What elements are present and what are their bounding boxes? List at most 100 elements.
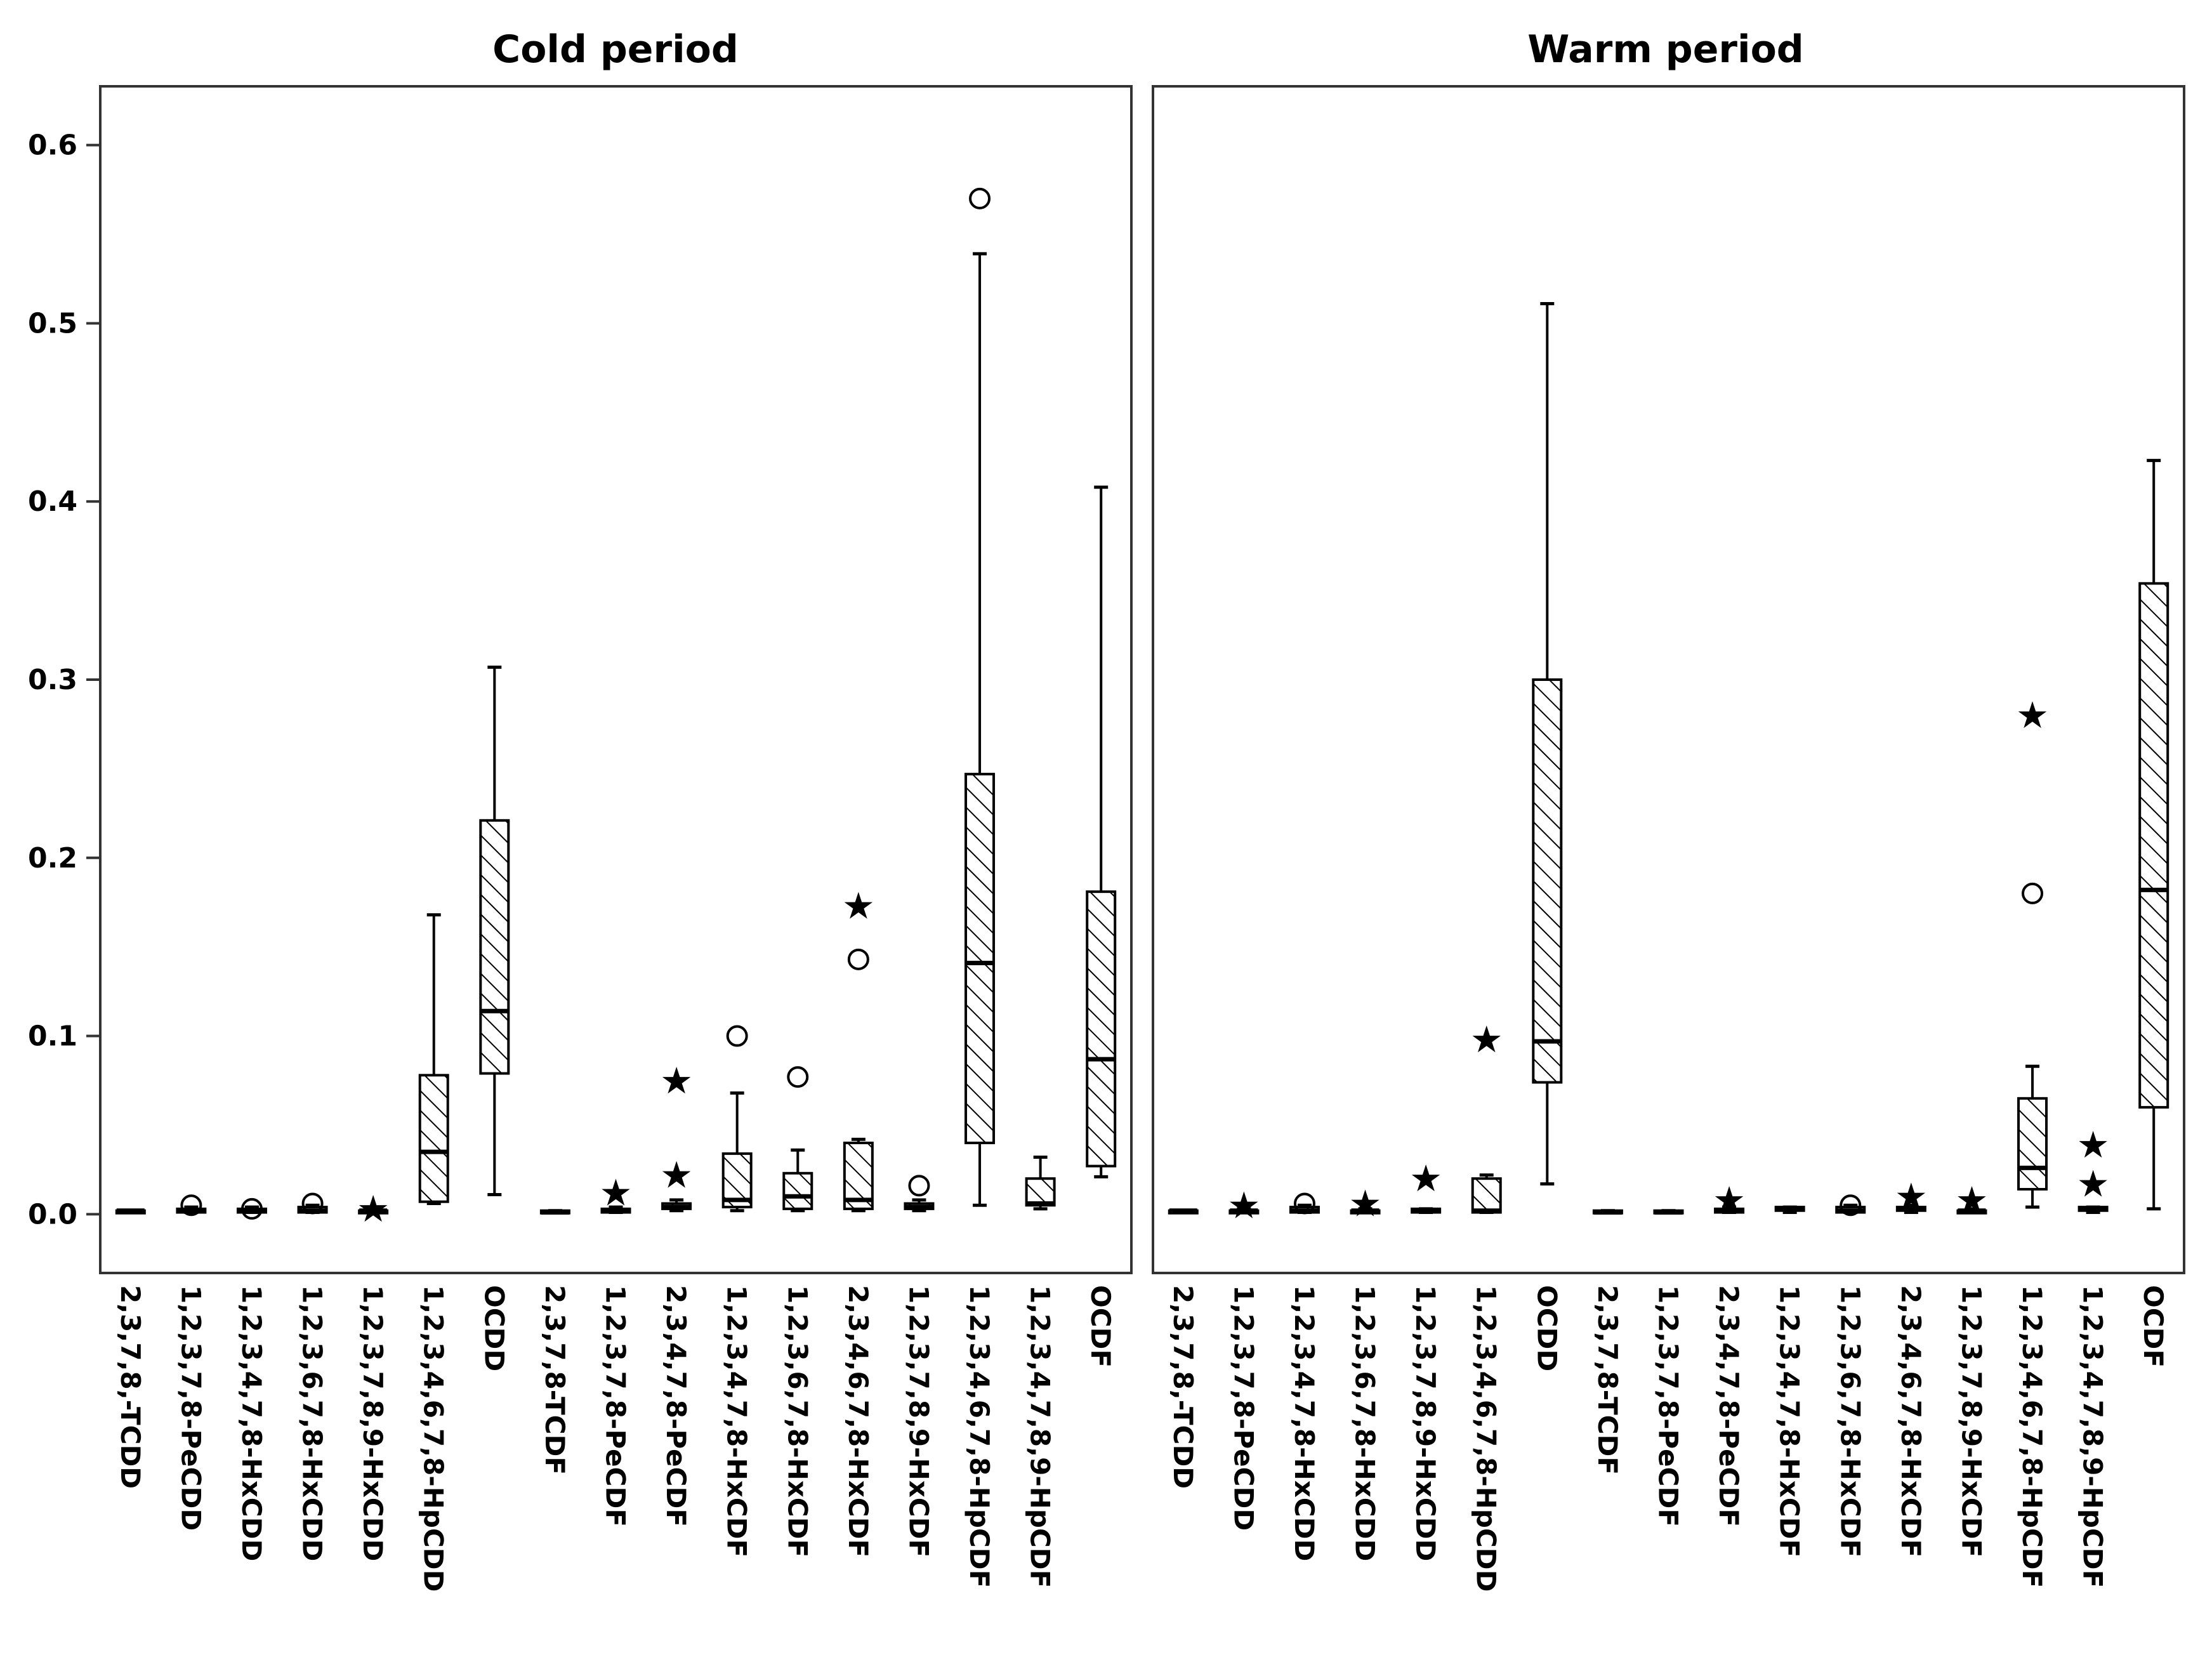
category-label: 2,3,7,8,-TCDD <box>115 1285 146 1489</box>
box-group <box>1289 1192 1320 1215</box>
extreme-point: ★ <box>600 1171 633 1215</box>
category-label: 1,2,3,7,8-PeCDF <box>1653 1285 1684 1527</box>
category-label: OCDD <box>478 1285 510 1371</box>
box-group: ★ <box>1470 1018 1503 1215</box>
warm-period-title: Warm period <box>1527 27 1804 72</box>
y-tick-label: 0.6 <box>28 129 77 162</box>
extreme-point: ★ <box>1713 1178 1746 1222</box>
category-label: OCDF <box>1085 1285 1116 1368</box>
y-tick-label: 0.2 <box>28 842 77 874</box>
category-label: 2,3,7,8-TCDF <box>539 1285 570 1475</box>
category-label: 1,2,3,4,6,7,8-HpCDF <box>2017 1285 2048 1588</box>
outlier-point <box>1840 1194 1862 1217</box>
box-group <box>1086 485 1117 1178</box>
box-group <box>1168 1208 1199 1215</box>
box-group <box>297 1192 328 1215</box>
cold-period-category-labels: 2,3,7,8,-TCDD 1,2,3,7,8-PeCDD 1,2,3,4,7,8-… <box>115 1285 1116 1592</box>
category-label: 2,3,4,7,8-PeCDF <box>1713 1285 1744 1527</box>
warm-period-panel: Warm period ★ ★★★★ ★ ★★★★ 2,3,7,8,-TCDD 1,2,… <box>1152 27 2185 1592</box>
category-label: 1,2,3,7,8,9-HxCDD <box>1410 1285 1441 1561</box>
box-group: ★ <box>600 1171 633 1215</box>
box-group <box>721 1025 753 1213</box>
box-group: ★ <box>1227 1184 1260 1227</box>
box <box>1532 678 1563 1084</box>
category-label: 1,2,3,4,7,8-HxCDD <box>236 1285 267 1561</box>
box-group: ★ <box>1895 1175 1928 1218</box>
category-label: OCDF <box>2138 1285 2169 1368</box>
extreme-point: ★ <box>2016 694 2049 737</box>
category-label: 1,2,3,4,6,7,8-HpCDD <box>1471 1285 1502 1592</box>
category-label: 1,2,3,4,7,8-HxCDF <box>1774 1285 1805 1557</box>
y-tick-label: 0.3 <box>28 664 77 696</box>
box-group <box>782 1066 813 1213</box>
outlier-point <box>908 1175 930 1197</box>
box-group: ★ <box>2016 694 2049 1209</box>
extreme-point: ★ <box>1227 1184 1260 1227</box>
box-group: ★★ <box>660 1059 693 1213</box>
box <box>1025 1177 1056 1207</box>
box-group <box>1592 1209 1623 1215</box>
outlier-point <box>787 1066 809 1088</box>
category-label: OCDD <box>1531 1285 1562 1371</box>
category-label: 1,2,3,4,7,8,9-HpCDF <box>1025 1285 1056 1588</box>
outlier-point <box>240 1197 263 1220</box>
box-group: ★ <box>842 885 875 1213</box>
outlier-point <box>847 948 869 970</box>
box-group <box>236 1197 267 1220</box>
category-label: 1,2,3,7,8,9-HxCDD <box>357 1285 388 1561</box>
box-group <box>1025 1155 1056 1211</box>
outlier-point <box>1293 1192 1315 1215</box>
cold-period-boxes: ★ ★ ★★★ <box>115 187 1117 1230</box>
box-group: ★★ <box>2077 1123 2110 1215</box>
category-label: 1,2,3,7,8-PeCDD <box>175 1285 206 1531</box>
box-group <box>176 1194 207 1217</box>
warm-period-plot-frame <box>1152 85 2185 1274</box>
category-label: 1,2,3,7,8,9-HxCDF <box>903 1285 934 1557</box>
y-tick-label: 0.0 <box>28 1198 77 1230</box>
warm-period-boxes: ★ ★★★★ ★ ★★★★ <box>1168 302 2169 1227</box>
extreme-point: ★ <box>660 1154 693 1197</box>
box-group <box>964 187 996 1207</box>
category-label: 1,2,3,4,7,8-HxCDF <box>721 1285 753 1557</box>
box <box>964 772 996 1145</box>
category-label: 1,2,3,4,7,8-HxCDD <box>1289 1285 1320 1561</box>
category-label: 1,2,3,4,6,7,8-HpCDF <box>964 1285 995 1588</box>
category-label: 2,3,4,6,7,8-HxCDF <box>1895 1285 1926 1557</box>
category-label: 1,2,3,6,7,8-HxCDD <box>297 1285 328 1561</box>
cold-period-title: Cold period <box>492 27 739 72</box>
extreme-point: ★ <box>1955 1178 1988 1222</box>
box-group <box>1835 1194 1866 1217</box>
category-label: 2,3,4,6,7,8-HxCDF <box>843 1285 874 1557</box>
extreme-point: ★ <box>1895 1175 1928 1218</box>
box-group: ★ <box>1349 1182 1382 1225</box>
category-label: 2,3,7,8-TCDF <box>1592 1285 1623 1475</box>
category-label: 2,3,4,7,8-PeCDF <box>661 1285 692 1527</box>
extreme-point: ★ <box>1470 1018 1503 1061</box>
extreme-point: ★ <box>357 1187 390 1230</box>
category-label: 1,2,3,6,7,8-HxCDD <box>1350 1285 1381 1561</box>
outlier-point <box>180 1194 202 1217</box>
y-tick-label: 0.5 <box>28 307 77 340</box>
category-label: 1,2,3,6,7,8-HxCDF <box>1834 1285 1866 1557</box>
box <box>2138 582 2169 1109</box>
box <box>418 1074 449 1203</box>
category-label: 1,2,3,7,8,9-HxCDF <box>1956 1285 1987 1557</box>
box-group <box>479 665 510 1196</box>
extreme-point: ★ <box>842 885 875 928</box>
box-group: ★ <box>1713 1178 1746 1222</box>
box-group: ★ <box>357 1187 390 1230</box>
cold-period-panel: Cold period 0.00.10.20.30.40.50.6 ★ ★ ★★★ … <box>28 27 1133 1592</box>
y-axis: 0.0 0.1 0.2 0.3 0.4 0.5 0.6 <box>28 129 100 1230</box>
category-label: 1,2,3,7,8-PeCDF <box>600 1285 631 1527</box>
extreme-point: ★ <box>2077 1163 2110 1206</box>
box <box>2017 1097 2048 1191</box>
y-tick-label: 0.1 <box>28 1020 77 1053</box>
box-group: ★ <box>1409 1157 1442 1215</box>
box-group <box>1774 1205 1805 1215</box>
category-label: 1,2,3,4,6,7,8-HpCDD <box>418 1285 449 1592</box>
outlier-point <box>301 1192 324 1215</box>
outlier-point <box>726 1025 748 1047</box>
category-label: 1,2,3,6,7,8-HxCDF <box>782 1285 813 1557</box>
box-group <box>418 913 449 1205</box>
